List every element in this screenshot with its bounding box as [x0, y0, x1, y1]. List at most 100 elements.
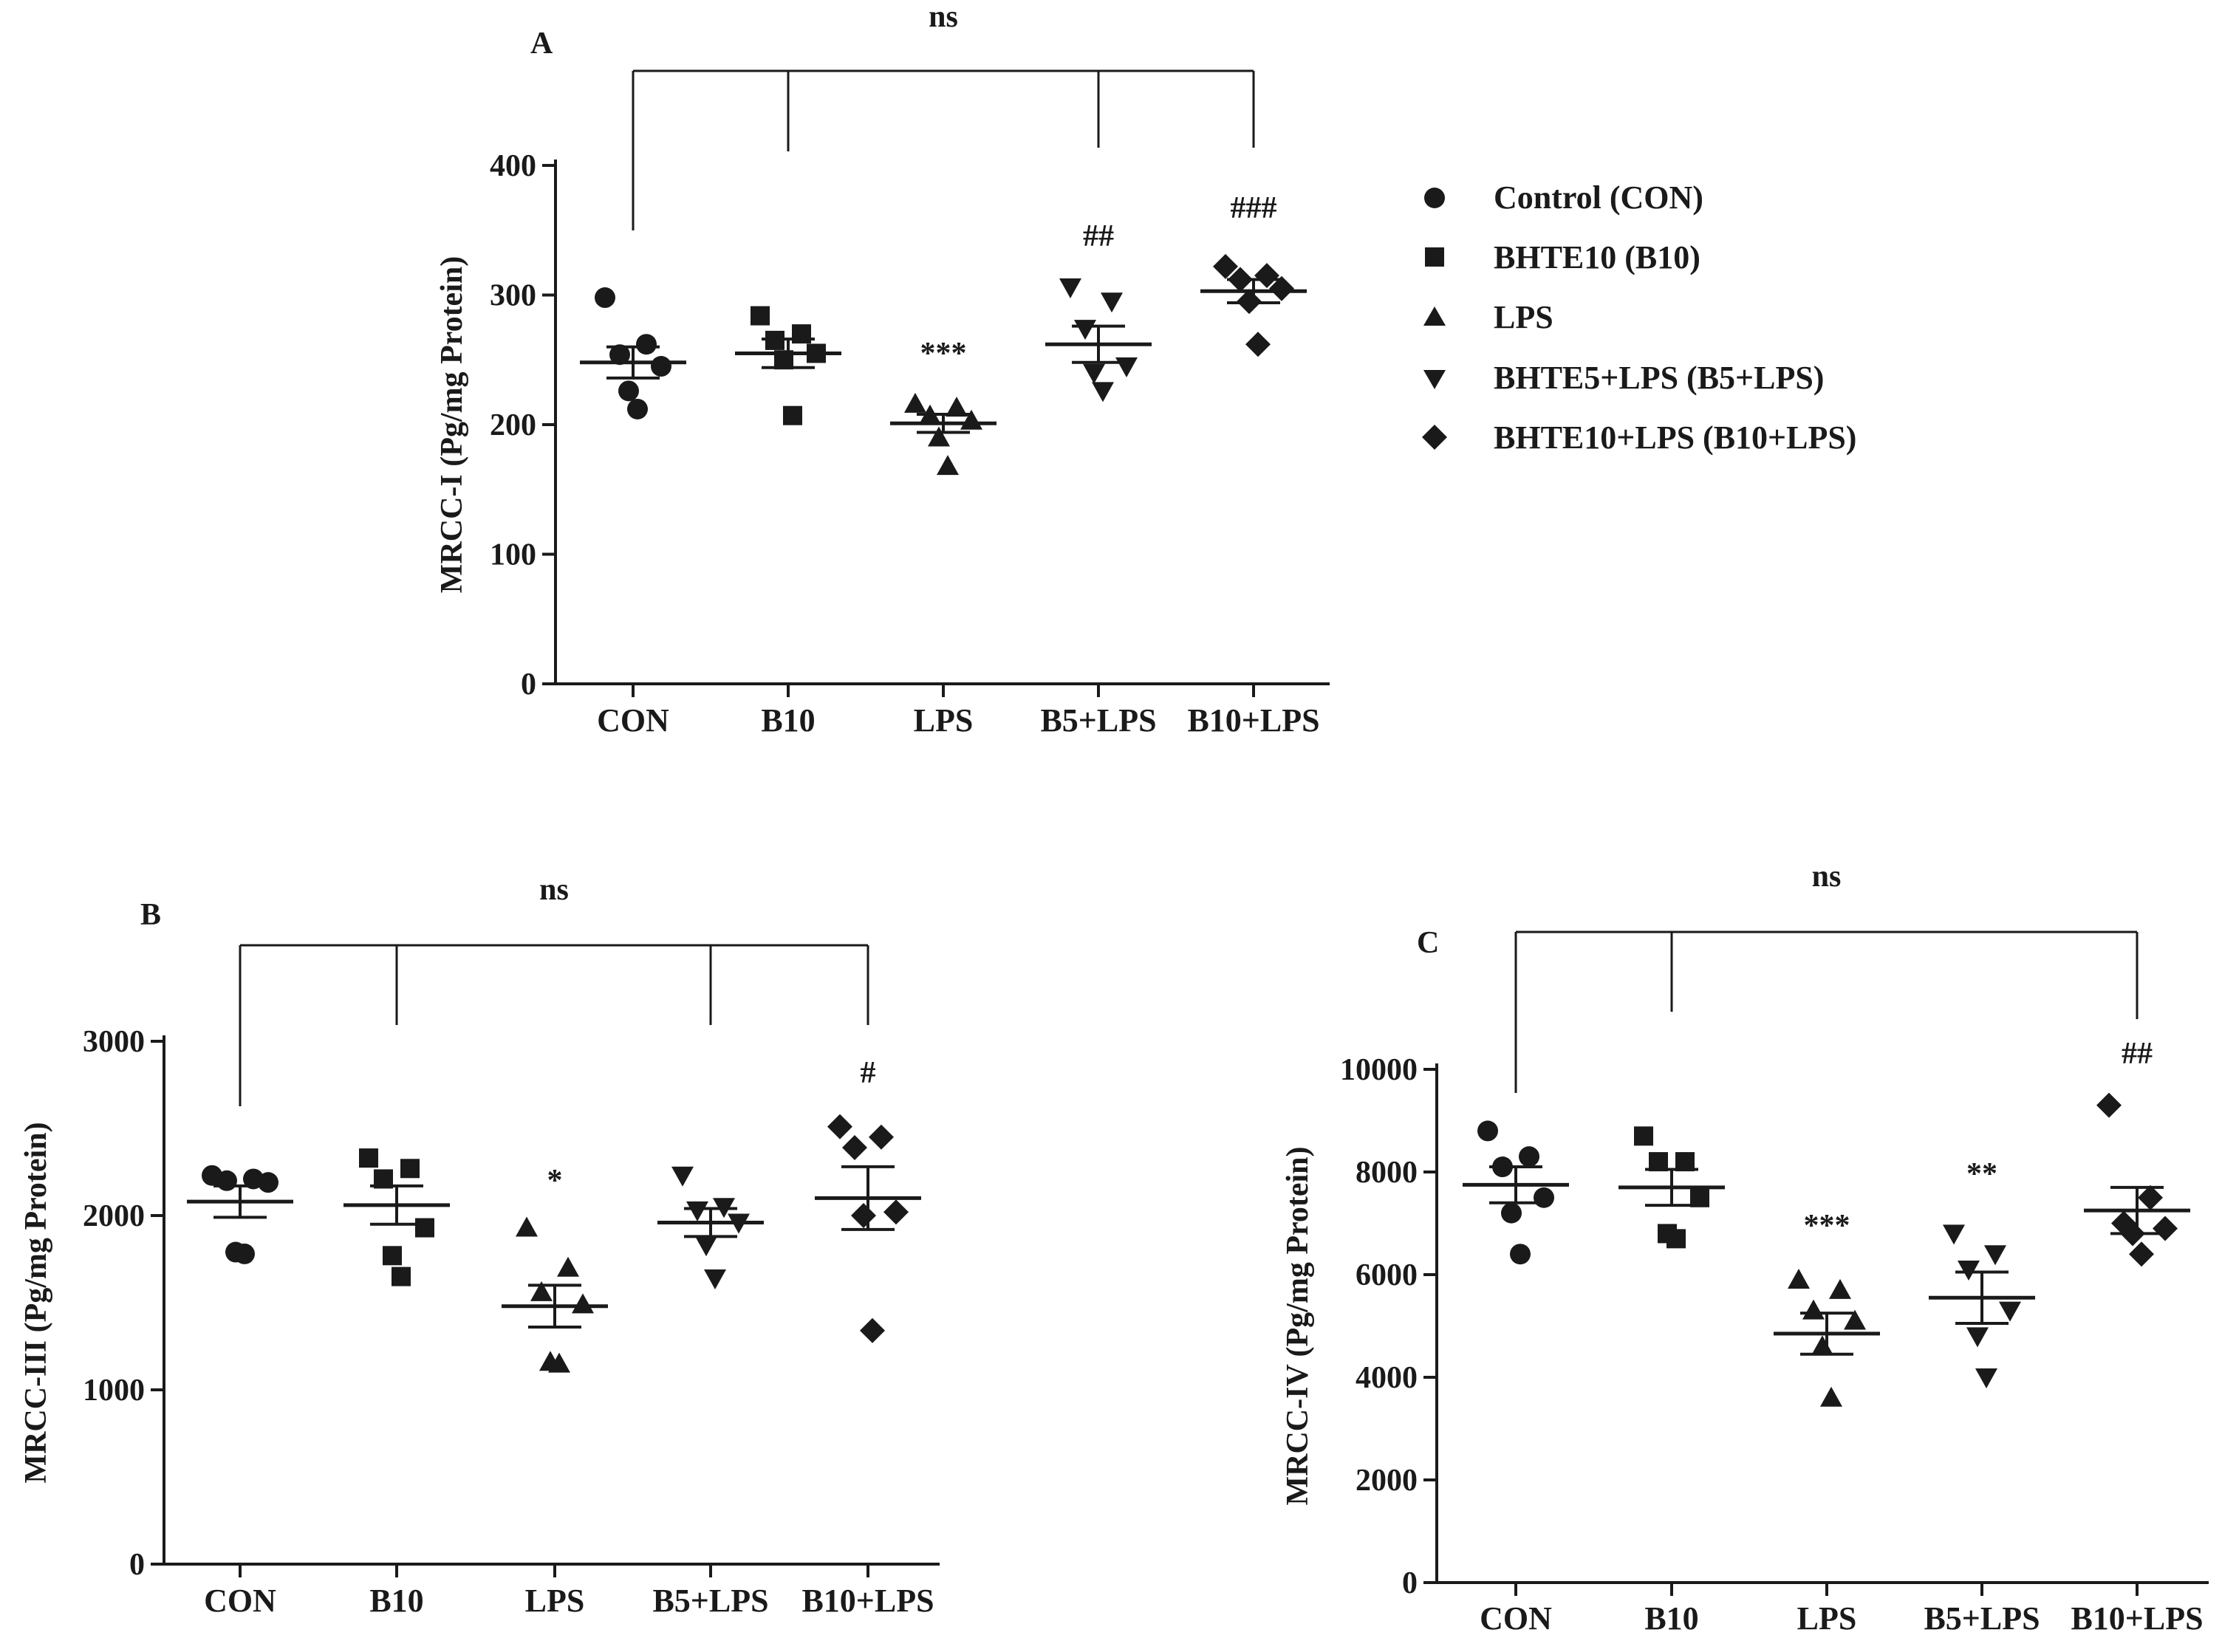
y-tick-label: 0 [521, 668, 536, 702]
chart-panel-c: 0 2000 4000 6000 8000 10000 CON B10 LPS B5+LPS B10… [1281, 860, 2209, 1636]
x-tick-label: CON [1480, 1600, 1552, 1636]
data-point [1213, 253, 1238, 279]
significance-annotation: ## [1083, 219, 1114, 253]
x-tick-label: CON [597, 702, 669, 738]
data-point [258, 1172, 278, 1193]
y-axis-label: MRCC-III (Pg/mg Protein) [19, 1122, 53, 1483]
data-point [851, 1203, 876, 1228]
x-tick-label: B10+LPS [801, 1583, 934, 1619]
data-point [695, 1236, 717, 1257]
x-tick-label: B10+LPS [2071, 1600, 2203, 1636]
data-point [1820, 1386, 1842, 1407]
data-point [392, 1267, 411, 1286]
data-point [1943, 1224, 1965, 1245]
data-point [1829, 1278, 1851, 1299]
legend-item-b5-lps: BHTE5+LPS (B5+LPS) [1423, 360, 1824, 396]
data-point [1092, 382, 1114, 402]
data-point [1534, 1187, 1554, 1208]
data-point [751, 306, 770, 326]
data-point [548, 1352, 570, 1373]
significance-annotation: ### [1231, 191, 1277, 225]
data-point [636, 334, 657, 355]
square-marker-icon [1425, 247, 1444, 267]
data-point [671, 1166, 694, 1187]
y-tick-label: 0 [129, 1548, 145, 1582]
y-tick-label: 2000 [1356, 1464, 1418, 1498]
data-point [842, 1134, 867, 1160]
y-axis-label: MRCC-IV (Pg/mg Protein) [1281, 1146, 1315, 1505]
x-tick-label: CON [204, 1583, 276, 1619]
data-point [651, 356, 671, 377]
data-point [783, 405, 802, 425]
diamond-marker-icon [1422, 425, 1447, 450]
data-point [627, 398, 648, 419]
x-tick-label: B5+LPS [1924, 1600, 2040, 1636]
legend-label-lps: LPS [1494, 299, 1553, 335]
significance-annotation: ** [1966, 1157, 1997, 1191]
x-tick-label: B5+LPS [652, 1583, 768, 1619]
data-point [1966, 1327, 1989, 1348]
significance-annotation: *** [1804, 1209, 1850, 1243]
significance-annotation: ## [2122, 1037, 2153, 1071]
y-axis-label: MRCC-I (Pg/mg Protein) [435, 256, 469, 593]
triangle-up-marker-icon [1423, 306, 1446, 326]
circle-marker-icon [1424, 188, 1445, 208]
y-tick-label: 100 [490, 538, 536, 572]
y-tick-label: 1000 [83, 1374, 145, 1408]
legend-item-lps: LPS [1423, 299, 1553, 335]
panel-b-letter: B [140, 898, 161, 932]
x-tick-label: B10 [369, 1583, 423, 1619]
data-point [1254, 263, 1279, 289]
data-point [400, 1159, 420, 1179]
data-point [1477, 1120, 1498, 1142]
panel-c-letter: C [1417, 926, 1439, 960]
x-tick-label: B10 [761, 702, 815, 738]
data-point [2096, 1092, 2122, 1118]
data-point [1519, 1146, 1539, 1168]
data-point [869, 1124, 894, 1150]
bracket-label: ns [539, 873, 569, 907]
data-point [618, 380, 639, 402]
y-tick-label: 300 [490, 279, 536, 313]
significance-annotation: *** [920, 337, 967, 371]
data-point [572, 1293, 594, 1314]
data-point [359, 1148, 378, 1168]
data-point [516, 1216, 538, 1237]
y-tick-label: 4000 [1356, 1361, 1418, 1395]
data-point [792, 324, 811, 344]
data-point [860, 1317, 885, 1343]
data-point [883, 1199, 909, 1225]
significance-annotation: * [547, 1164, 563, 1198]
data-point [595, 287, 615, 309]
data-point [1788, 1268, 1810, 1289]
data-point [557, 1256, 579, 1277]
y-tick-label: 6000 [1356, 1258, 1418, 1292]
data-point [1975, 1368, 1997, 1388]
data-point [1245, 332, 1271, 357]
x-tick-label: LPS [914, 702, 974, 738]
y-tick-label: 0 [1402, 1566, 1418, 1600]
data-point [1501, 1202, 1522, 1224]
data-point [234, 1243, 255, 1264]
x-tick-label: B5+LPS [1040, 702, 1156, 738]
data-point [827, 1114, 852, 1139]
data-point [686, 1201, 708, 1221]
data-point [216, 1170, 237, 1191]
data-point [937, 455, 959, 476]
chart-panel-b: 0 1000 2000 3000 CON B10 LPS B5+LPS B10+LPS MRCC-… [19, 873, 940, 1619]
legend-label-control: Control (CON) [1494, 179, 1703, 216]
data-point [946, 397, 968, 417]
x-tick-label: B10 [1644, 1600, 1698, 1636]
data-point [383, 1246, 402, 1266]
data-point [904, 392, 926, 413]
legend-item-b10-lps: BHTE10+LPS (B10+LPS) [1422, 419, 1856, 456]
data-point [1101, 292, 1123, 313]
data-point [1999, 1301, 2021, 1322]
significance-annotation: # [861, 1056, 876, 1090]
x-tick-label: B10+LPS [1187, 702, 1319, 738]
y-tick-label: 200 [490, 408, 536, 442]
x-tick-label: LPS [525, 1583, 585, 1619]
legend-label-b10-lps: BHTE10+LPS (B10+LPS) [1494, 419, 1856, 456]
triangle-down-marker-icon [1423, 370, 1446, 389]
